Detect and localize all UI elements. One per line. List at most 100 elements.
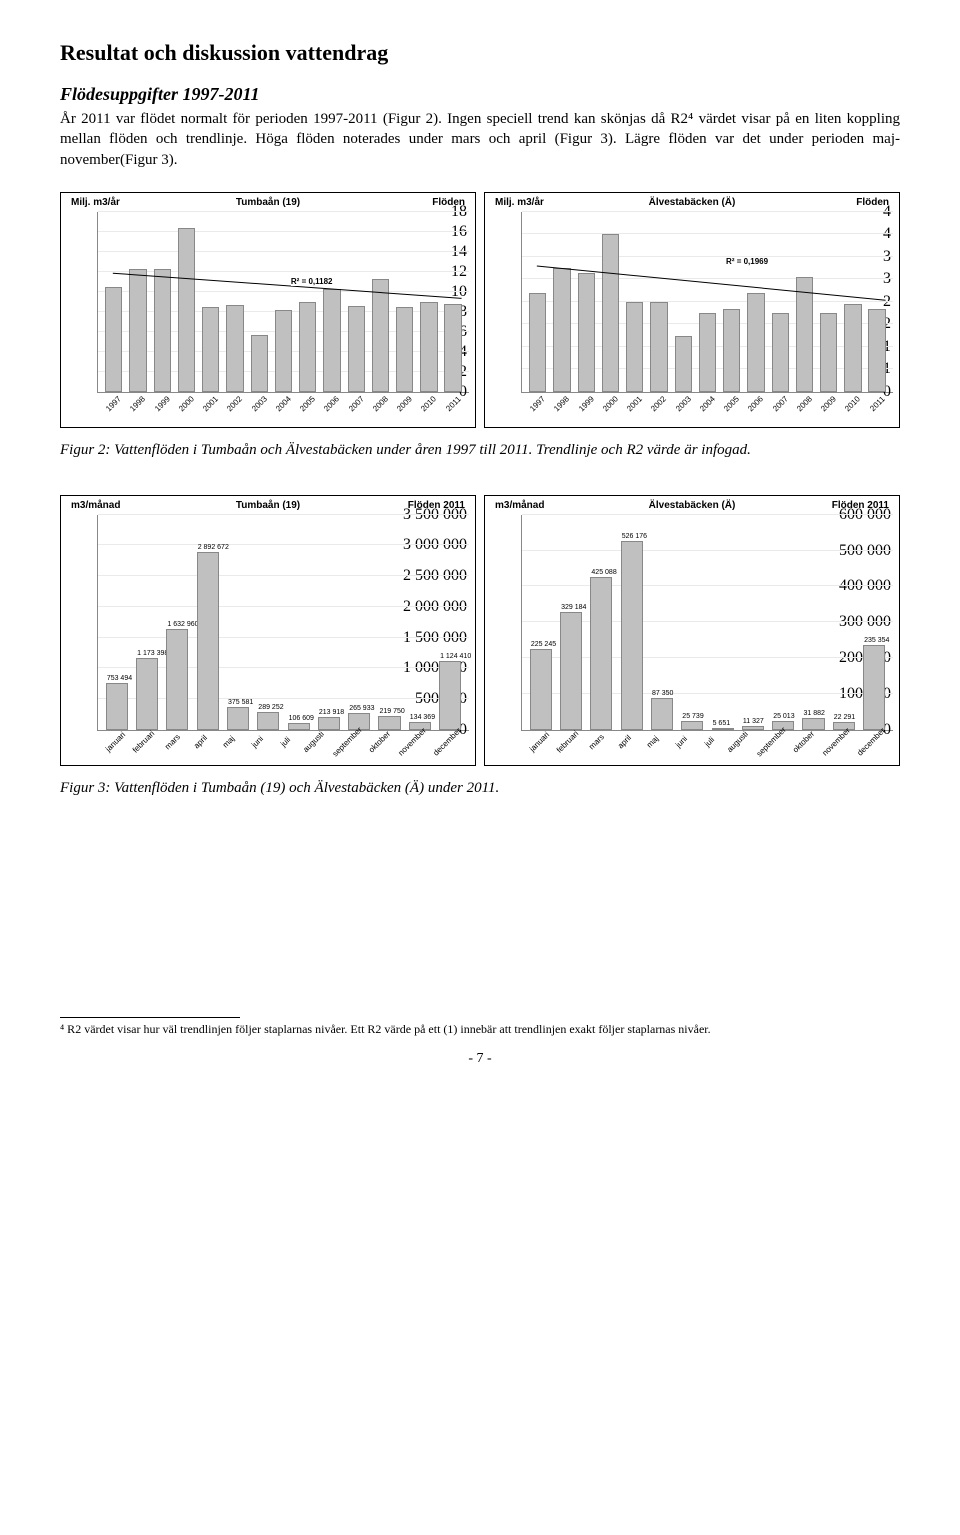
bar-value-label: 25 013 bbox=[773, 713, 794, 720]
figure-caption-2: Figur 2: Vattenflöden i Tumbaån och Älve… bbox=[60, 442, 900, 459]
bar bbox=[599, 212, 621, 392]
chart-box: m3/månadÄlvestabäcken (Ä)Flöden 20110100… bbox=[484, 495, 900, 766]
chart-plot-area: 0100 000200 000300 000400 000500 000600 … bbox=[521, 515, 893, 731]
bar: 1 632 960 bbox=[163, 515, 191, 730]
bar-value-label: 106 609 bbox=[289, 715, 314, 722]
chart-row-2: m3/månadTumbaån (19)Flöden 20110500 0001… bbox=[60, 495, 900, 766]
chart-box: m3/månadTumbaån (19)Flöden 20110500 0001… bbox=[60, 495, 476, 766]
footnote-separator bbox=[60, 1017, 240, 1018]
bar-value-label: 22 291 bbox=[834, 714, 855, 721]
bar-value-label: 134 369 bbox=[410, 714, 435, 721]
x-axis-label: december bbox=[432, 726, 477, 771]
bar-value-label: 219 750 bbox=[379, 708, 404, 715]
bar bbox=[818, 212, 840, 392]
chart-unit: Milj. m3/år bbox=[495, 197, 565, 208]
chart-title: Tumbaån (19) bbox=[141, 500, 395, 511]
bar: 265 933 bbox=[345, 515, 373, 730]
bar: 753 494 bbox=[103, 515, 131, 730]
bar-value-label: 5 651 bbox=[713, 720, 731, 727]
bar-value-label: 329 184 bbox=[561, 604, 586, 611]
x-axis-label: 2011 bbox=[865, 392, 902, 429]
bar: 213 918 bbox=[315, 515, 343, 730]
bar bbox=[672, 212, 694, 392]
bar: 5 651 bbox=[708, 515, 736, 730]
bar bbox=[248, 212, 270, 392]
bar: 22 291 bbox=[830, 515, 858, 730]
bar: 11 327 bbox=[739, 515, 767, 730]
chart-row-1: Milj. m3/årTumbaån (19)Flöden02468101214… bbox=[60, 192, 900, 428]
bar: 225 245 bbox=[527, 515, 555, 730]
bar bbox=[696, 212, 718, 392]
bar bbox=[745, 212, 767, 392]
figure-caption-3: Figur 3: Vattenflöden i Tumbaån (19) och… bbox=[60, 780, 900, 797]
bar-value-label: 375 581 bbox=[228, 699, 253, 706]
bar: 1 124 410 bbox=[436, 515, 464, 730]
chart-plot-area: 024681012141618R² = 0,1182 bbox=[97, 212, 469, 393]
footnote: ⁴ R2 värdet visar hur väl trendlinjen fö… bbox=[60, 1022, 900, 1038]
bar bbox=[224, 212, 246, 392]
bar: 25 739 bbox=[678, 515, 706, 730]
bar-value-label: 526 176 bbox=[622, 533, 647, 540]
bar-value-label: 11 327 bbox=[743, 718, 764, 725]
chart-box: Milj. m3/årTumbaån (19)Flöden02468101214… bbox=[60, 192, 476, 428]
bar bbox=[345, 212, 367, 392]
bar-value-label: 1 124 410 bbox=[440, 653, 471, 660]
bar bbox=[551, 212, 573, 392]
bar bbox=[321, 212, 343, 392]
bar-value-label: 25 739 bbox=[682, 713, 703, 720]
chart-title: Älvestabäcken (Ä) bbox=[565, 500, 819, 511]
bar bbox=[721, 212, 743, 392]
bar bbox=[127, 212, 149, 392]
bar-value-label: 265 933 bbox=[349, 705, 374, 712]
section-title: Resultat och diskussion vattendrag bbox=[60, 40, 900, 66]
bar: 25 013 bbox=[769, 515, 797, 730]
chart-title: Älvestabäcken (Ä) bbox=[565, 197, 819, 208]
bar bbox=[297, 212, 319, 392]
bar bbox=[394, 212, 416, 392]
bar: 425 088 bbox=[587, 515, 615, 730]
bar bbox=[842, 212, 864, 392]
bar bbox=[648, 212, 670, 392]
bar bbox=[272, 212, 294, 392]
chart-unit: Milj. m3/år bbox=[71, 197, 141, 208]
bar bbox=[769, 212, 791, 392]
bar: 31 882 bbox=[799, 515, 827, 730]
bar: 2 892 672 bbox=[194, 515, 222, 730]
bar bbox=[151, 212, 173, 392]
bar-value-label: 753 494 bbox=[107, 675, 132, 682]
bar bbox=[103, 212, 125, 392]
chart-unit: m3/månad bbox=[495, 500, 565, 511]
bar: 219 750 bbox=[375, 515, 403, 730]
bar: 289 252 bbox=[254, 515, 282, 730]
bar bbox=[793, 212, 815, 392]
bar-value-label: 425 088 bbox=[591, 569, 616, 576]
bar bbox=[418, 212, 440, 392]
bar bbox=[575, 212, 597, 392]
bar-value-label: 31 882 bbox=[803, 710, 824, 717]
x-axis-label: 2011 bbox=[441, 392, 478, 429]
bar: 526 176 bbox=[618, 515, 646, 730]
sub-heading: Flödesuppgifter 1997-2011 bbox=[60, 84, 900, 105]
bar bbox=[175, 212, 197, 392]
x-axis-label: december bbox=[856, 726, 901, 771]
page-number: - 7 - bbox=[60, 1051, 900, 1067]
body-text: År 2011 var flödet normalt för perioden … bbox=[60, 109, 900, 170]
bar bbox=[200, 212, 222, 392]
bar: 106 609 bbox=[284, 515, 312, 730]
bar-value-label: 235 354 bbox=[864, 637, 889, 644]
bar: 1 173 398 bbox=[133, 515, 161, 730]
bar bbox=[442, 212, 464, 392]
r2-label: R² = 0,1969 bbox=[726, 257, 768, 266]
bar-value-label: 225 245 bbox=[531, 641, 556, 648]
bar-value-label: 213 918 bbox=[319, 709, 344, 716]
chart-plot-area: 011223344R² = 0,1969 bbox=[521, 212, 893, 393]
bar: 235 354 bbox=[860, 515, 888, 730]
chart-unit: m3/månad bbox=[71, 500, 141, 511]
bar: 375 581 bbox=[224, 515, 252, 730]
chart-title: Tumbaån (19) bbox=[141, 197, 395, 208]
bar bbox=[624, 212, 646, 392]
bar bbox=[527, 212, 549, 392]
bar: 329 184 bbox=[557, 515, 585, 730]
chart-box: Milj. m3/årÄlvestabäcken (Ä)Flöden011223… bbox=[484, 192, 900, 428]
r2-label: R² = 0,1182 bbox=[291, 277, 333, 286]
